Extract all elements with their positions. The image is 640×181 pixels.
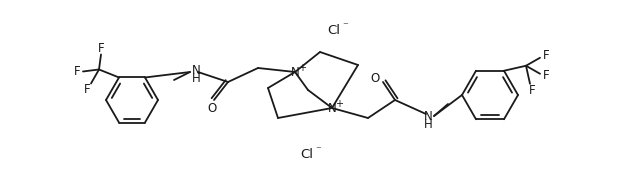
Text: +: + [298, 63, 306, 73]
Text: ⁻: ⁻ [342, 21, 348, 31]
Text: O: O [371, 71, 380, 85]
Text: F: F [529, 84, 535, 97]
Text: Cl: Cl [327, 24, 340, 37]
Text: ⁻: ⁻ [315, 145, 321, 155]
Text: O: O [207, 102, 216, 115]
Text: F: F [543, 69, 549, 82]
Text: Cl: Cl [300, 148, 313, 161]
Text: H: H [191, 73, 200, 85]
Text: N: N [191, 64, 200, 77]
Text: +: + [335, 99, 343, 109]
Text: F: F [98, 42, 104, 55]
Text: N: N [328, 102, 337, 115]
Text: N: N [291, 66, 300, 79]
Text: H: H [424, 117, 433, 131]
Text: F: F [84, 83, 90, 96]
Text: N: N [424, 110, 433, 123]
Text: F: F [74, 65, 80, 78]
Text: F: F [543, 49, 549, 62]
